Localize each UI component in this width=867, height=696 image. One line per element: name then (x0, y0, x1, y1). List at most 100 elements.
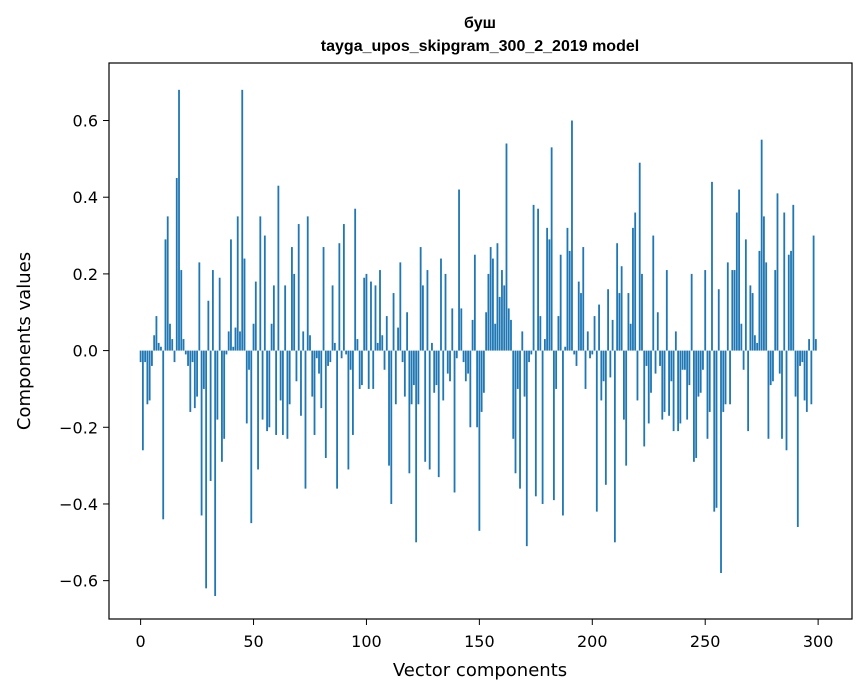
bar-12 (166, 216, 169, 351)
bar-47 (245, 350, 248, 424)
bar-206 (604, 350, 607, 485)
bar-124 (419, 247, 422, 351)
bar-208 (609, 350, 612, 378)
bar-31 (209, 350, 212, 481)
bar-197 (584, 350, 587, 389)
bar-266 (740, 323, 743, 351)
bar-255 (715, 350, 718, 508)
bar-132 (437, 350, 440, 478)
x-axis-label: Vector components (393, 660, 567, 681)
bar-66 (288, 350, 291, 405)
bar-60 (275, 350, 278, 435)
bar-33 (214, 350, 217, 596)
bar-75 (309, 335, 311, 351)
bar-137 (449, 350, 451, 382)
bar-189 (566, 227, 569, 351)
bar-131 (435, 350, 438, 386)
x-tick-label: 50 (243, 632, 263, 651)
bar-38 (225, 350, 228, 355)
bar-32 (211, 270, 214, 351)
bar-97 (358, 350, 361, 389)
bar-36 (221, 350, 223, 462)
bar-254 (713, 350, 716, 512)
bar-71 (300, 350, 302, 416)
bar-153 (485, 312, 488, 351)
bar-5 (151, 350, 153, 366)
bar-183 (552, 350, 555, 501)
bar-114 (397, 327, 399, 351)
y-axis-ticks: −0.6 −0.4 −0.2 0.0 0.2 0.4 0.6 (59, 112, 109, 591)
x-tick-label: 250 (690, 632, 721, 651)
bar-4 (148, 350, 151, 401)
y-tick-label: −0.6 (59, 572, 98, 591)
bar-170 (523, 350, 526, 397)
bar-177 (539, 316, 542, 351)
bar-62 (279, 350, 282, 401)
bar-58 (270, 323, 273, 351)
bar-103 (372, 350, 375, 389)
bar-117 (403, 350, 406, 397)
bar-280 (772, 350, 774, 382)
x-tick-label: 300 (803, 632, 834, 651)
bar-29 (205, 350, 208, 589)
bar-294 (803, 350, 806, 401)
x-tick-label: 200 (577, 632, 608, 651)
bar-212 (618, 293, 621, 351)
bar-135 (444, 273, 447, 351)
bar-28 (202, 350, 205, 389)
bar-86 (333, 342, 336, 351)
bar-165 (512, 350, 515, 439)
bar-41 (232, 346, 235, 351)
bar-264 (735, 212, 738, 351)
bar-239 (679, 350, 682, 424)
bar-56 (266, 350, 268, 432)
bar-251 (706, 350, 709, 439)
bar-164 (510, 319, 512, 351)
bar-158 (496, 243, 499, 351)
bar-143 (462, 350, 465, 363)
bar-129 (431, 342, 433, 351)
bars-group (139, 89, 817, 596)
bar-228 (654, 350, 657, 374)
bar-227 (652, 235, 655, 351)
bar-147 (471, 319, 474, 351)
bar-226 (650, 350, 652, 393)
bar-83 (327, 350, 329, 366)
bar-233 (665, 270, 668, 351)
y-tick-label: 0.2 (73, 265, 98, 284)
bar-281 (774, 270, 777, 351)
bar-175 (534, 350, 537, 497)
bar-263 (733, 270, 736, 351)
bar-24 (193, 350, 196, 409)
bar-122 (415, 350, 418, 543)
bar-46 (243, 258, 246, 351)
bar-152 (482, 350, 485, 393)
bar-16 (175, 178, 178, 351)
bar-54 (261, 350, 264, 420)
bar-50 (252, 323, 255, 351)
bar-249 (702, 350, 704, 370)
bar-6 (153, 335, 156, 351)
bar-178 (541, 350, 544, 504)
bar-105 (376, 342, 379, 351)
bar-65 (286, 350, 289, 439)
bar-8 (157, 342, 160, 351)
bar-144 (464, 350, 467, 382)
bar-171 (525, 350, 528, 547)
bar-2 (144, 350, 147, 363)
bar-169 (521, 331, 524, 351)
bar-230 (659, 350, 661, 366)
bar-277 (765, 262, 768, 351)
bar-194 (577, 281, 580, 351)
bar-44 (239, 331, 241, 351)
bar-73 (304, 350, 307, 489)
y-tick-label: 0.0 (73, 342, 98, 361)
bar-120 (410, 350, 413, 405)
bar-15 (173, 350, 176, 363)
bar-48 (248, 350, 250, 370)
bar-23 (191, 350, 194, 363)
bar-224 (645, 350, 648, 366)
bar-13 (169, 323, 171, 351)
bar-78 (315, 350, 318, 359)
